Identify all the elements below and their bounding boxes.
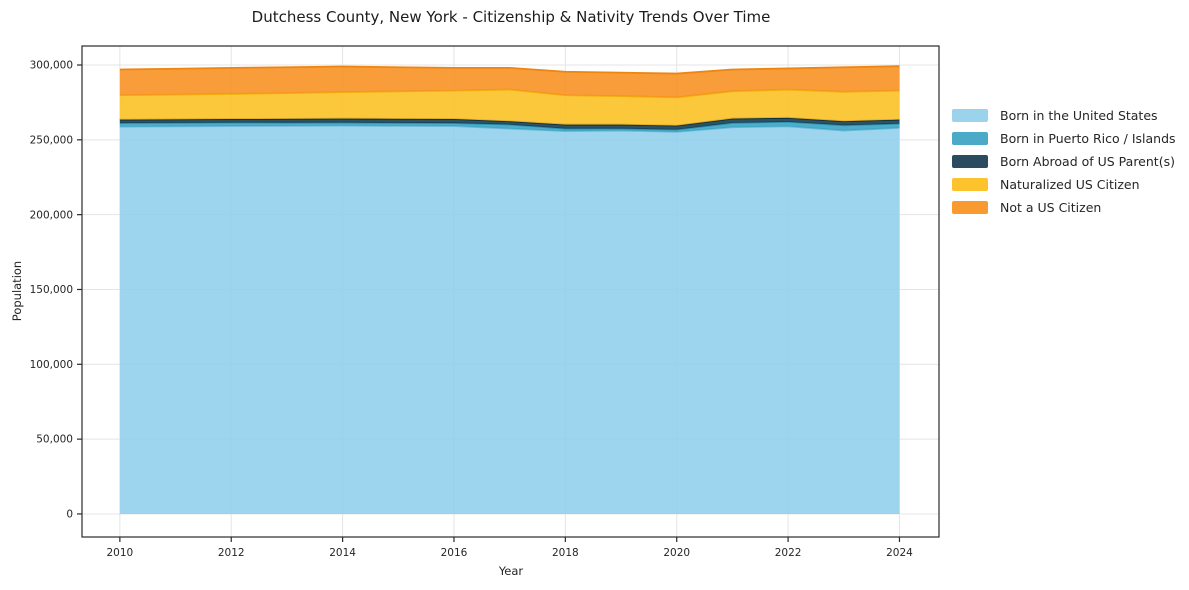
x-axis-label: Year bbox=[498, 564, 524, 578]
x-tick-label: 2020 bbox=[663, 547, 690, 559]
legend-label: Not a US Citizen bbox=[1000, 200, 1102, 215]
legend-swatch bbox=[952, 201, 988, 214]
x-tick-label: 2010 bbox=[106, 547, 133, 559]
area-naturalized-us-citizen bbox=[119, 89, 900, 126]
legend-item: Born in Puerto Rico / Islands bbox=[952, 127, 1176, 150]
legend-item: Not a US Citizen bbox=[952, 196, 1176, 219]
x-tick-label: 2024 bbox=[886, 547, 913, 559]
y-tick-label: 300,000 bbox=[30, 60, 73, 72]
legend-swatch bbox=[952, 109, 988, 122]
y-tick-label: 150,000 bbox=[30, 284, 73, 296]
area-born-abroad-of-us-parent-s bbox=[119, 117, 900, 130]
legend-item: Born Abroad of US Parent(s) bbox=[952, 150, 1176, 173]
y-tick-label: 200,000 bbox=[30, 209, 73, 221]
plot-border bbox=[81, 45, 940, 538]
legend-swatch bbox=[952, 155, 988, 168]
y-tick-label: 100,000 bbox=[30, 359, 73, 371]
legend-label: Born in Puerto Rico / Islands bbox=[1000, 131, 1176, 146]
legend-item: Naturalized US Citizen bbox=[952, 173, 1176, 196]
y-axis-label: Population bbox=[10, 260, 24, 322]
area-born-in-puerto-rico-islands bbox=[119, 121, 900, 132]
legend-label: Naturalized US Citizen bbox=[1000, 177, 1140, 192]
x-tick-label: 2016 bbox=[441, 547, 468, 559]
y-tick-label: 0 bbox=[66, 509, 73, 521]
y-tick-label: 250,000 bbox=[30, 134, 73, 146]
y-tick-label: 50,000 bbox=[36, 434, 73, 446]
area-not-a-us-citizen bbox=[119, 66, 900, 98]
x-tick-label: 2012 bbox=[218, 547, 245, 559]
x-tick-label: 2018 bbox=[552, 547, 579, 559]
area-edge bbox=[119, 65, 900, 75]
x-tick-label: 2022 bbox=[775, 547, 802, 559]
legend-label: Born Abroad of US Parent(s) bbox=[1000, 154, 1175, 169]
chart-title: Dutchess County, New York - Citizenship … bbox=[251, 8, 771, 26]
legend-swatch bbox=[952, 132, 988, 145]
x-tick-label: 2014 bbox=[329, 547, 356, 559]
legend-label: Born in the United States bbox=[1000, 108, 1158, 123]
legend: Born in the United States Born in Puerto … bbox=[952, 104, 1176, 219]
legend-item: Born in the United States bbox=[952, 104, 1176, 127]
area-born-in-the-united-states bbox=[119, 125, 900, 514]
legend-swatch bbox=[952, 178, 988, 191]
